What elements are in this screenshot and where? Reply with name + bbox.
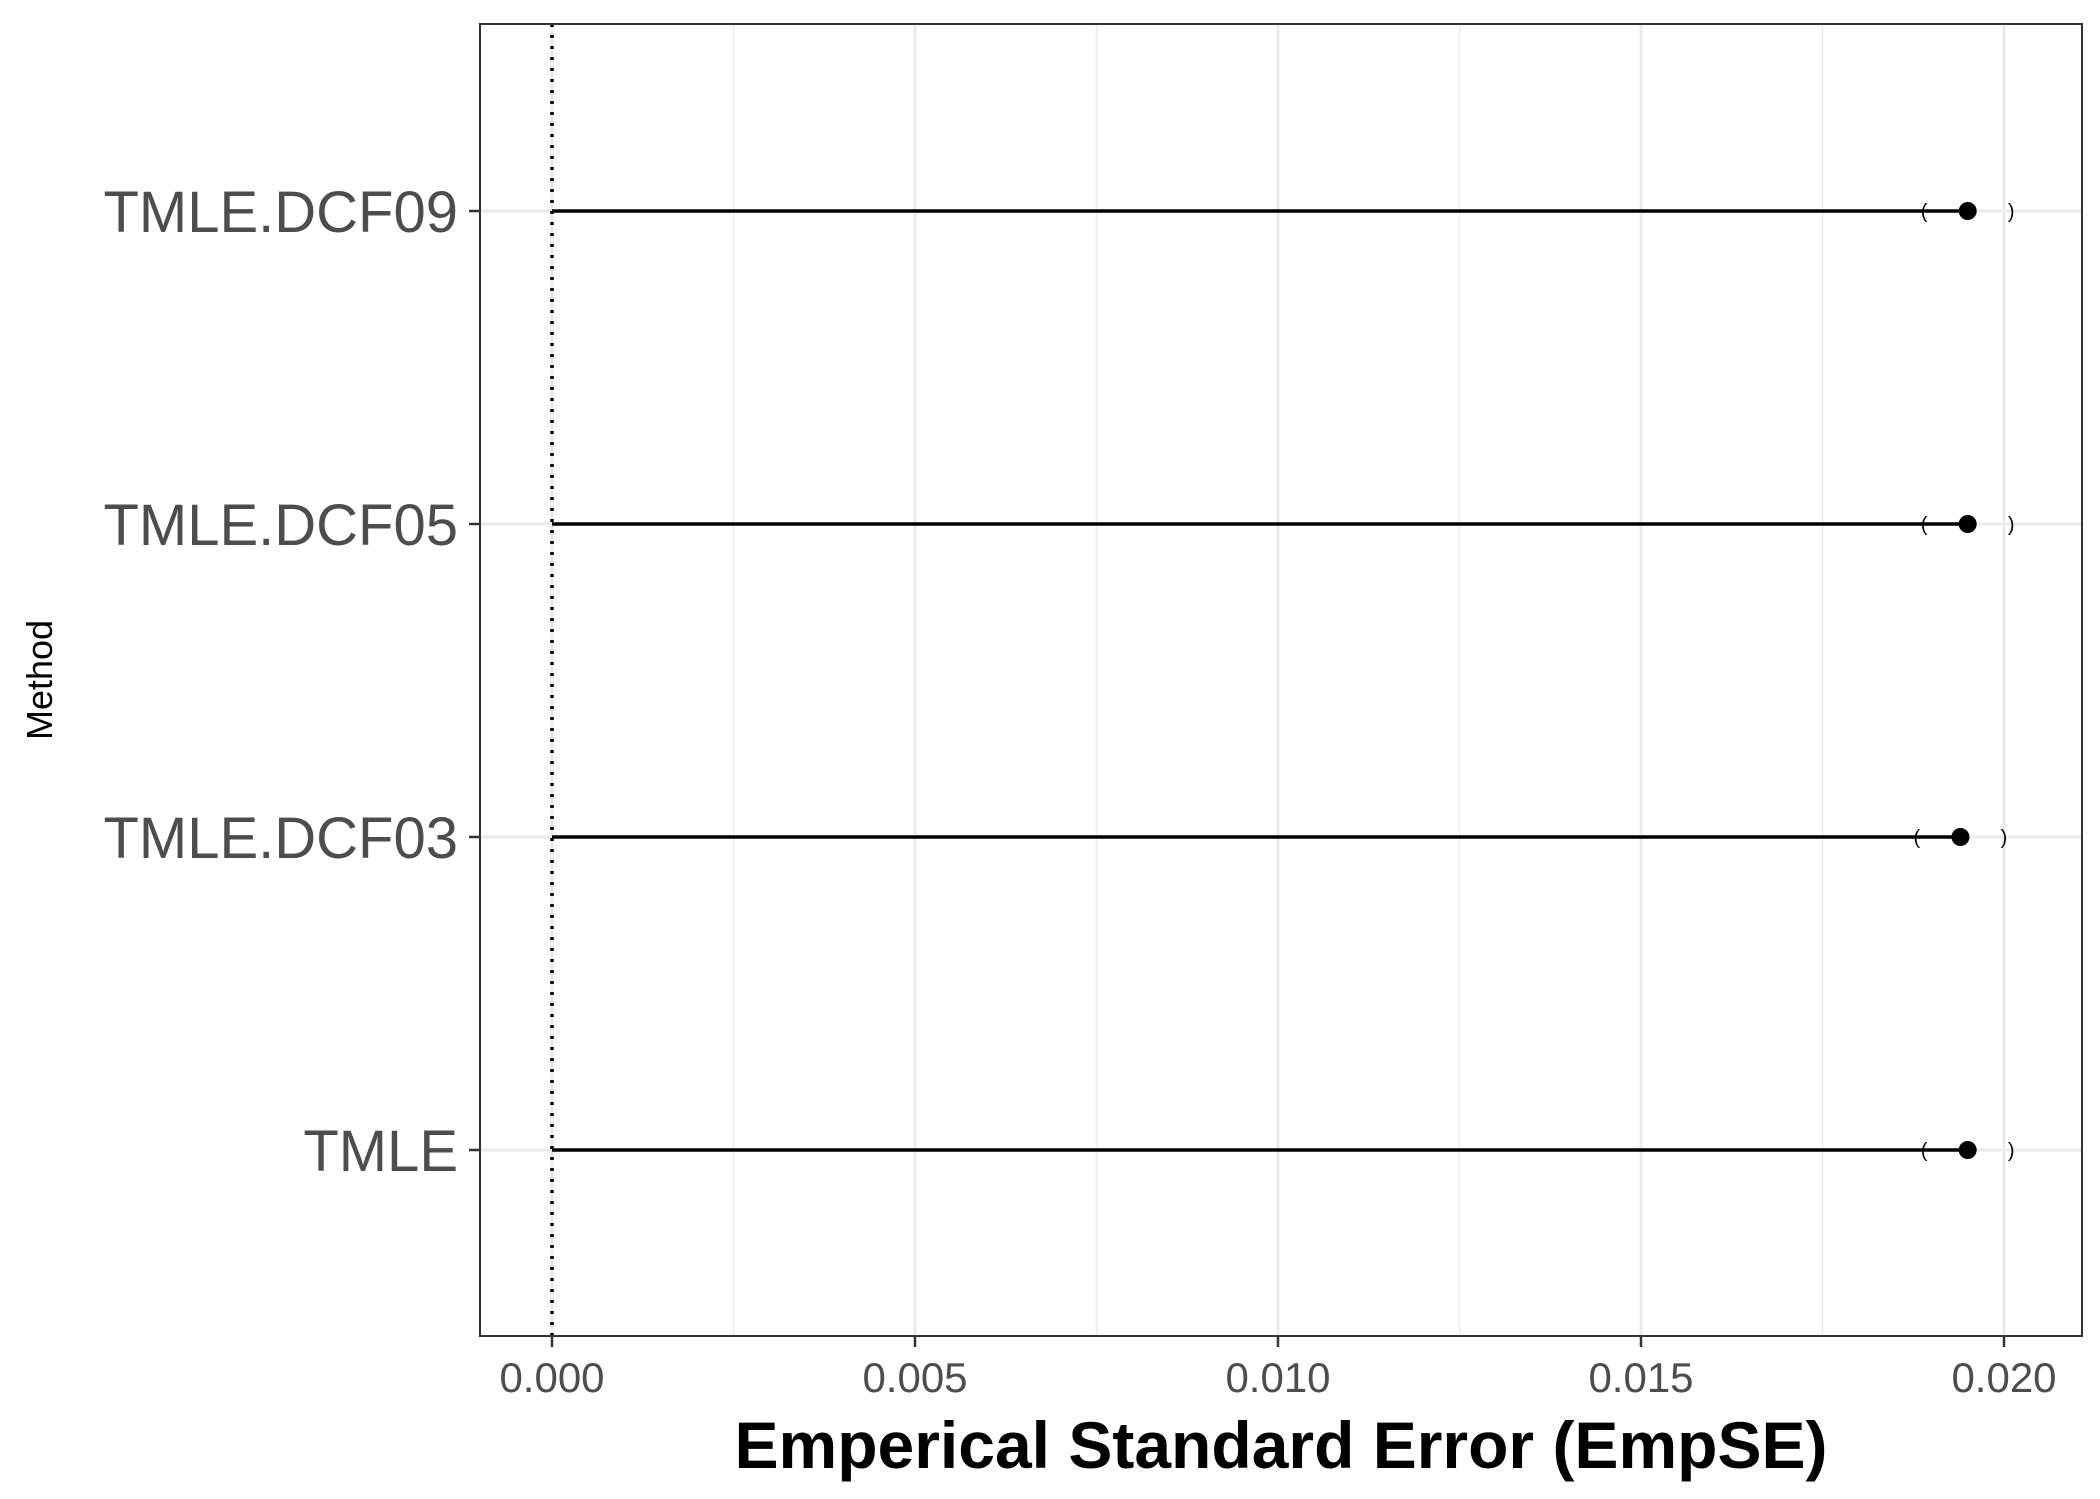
marks-layer: () () () () xyxy=(552,201,2015,1162)
ci-lower-bracket: ( xyxy=(1914,827,1921,849)
y-tick-label: TMLE.DCF05 xyxy=(103,493,458,558)
x-tick-label: 0.005 xyxy=(862,1354,967,1401)
y-axis-title: Method xyxy=(19,620,60,740)
x-tick-label: 0.000 xyxy=(499,1354,604,1401)
point-estimate xyxy=(1958,1141,1977,1159)
ci-upper-bracket: ) xyxy=(2001,827,2008,849)
y-tick-label: TMLE.DCF09 xyxy=(103,180,458,245)
point-estimate xyxy=(1958,515,1977,533)
ci-upper-bracket: ) xyxy=(2008,201,2015,223)
ci-lower-bracket: ( xyxy=(1921,1140,1928,1162)
panel-border xyxy=(479,23,2083,1337)
x-axis-title: Emperical Standard Error (EmpSE) xyxy=(735,1408,1828,1482)
ci-lower-bracket: ( xyxy=(1921,201,1928,223)
axis-layer: 0.000 0.005 0.010 0.015 0.020 TMLE.DCF09 TMLE.… xyxy=(103,180,2056,1401)
x-tick-label: 0.010 xyxy=(1225,1354,1330,1401)
point-estimate xyxy=(1958,202,1977,220)
point-estimate xyxy=(1951,828,1970,846)
x-tick-label: 0.015 xyxy=(1588,1354,1693,1401)
x-tick-label: 0.020 xyxy=(1951,1354,2056,1401)
ci-lower-bracket: ( xyxy=(1921,514,1928,536)
y-tick-label: TMLE xyxy=(303,1119,458,1184)
y-tick-label: TMLE.DCF03 xyxy=(103,806,458,871)
ci-upper-bracket: ) xyxy=(2008,514,2015,536)
ci-upper-bracket: ) xyxy=(2008,1140,2015,1162)
